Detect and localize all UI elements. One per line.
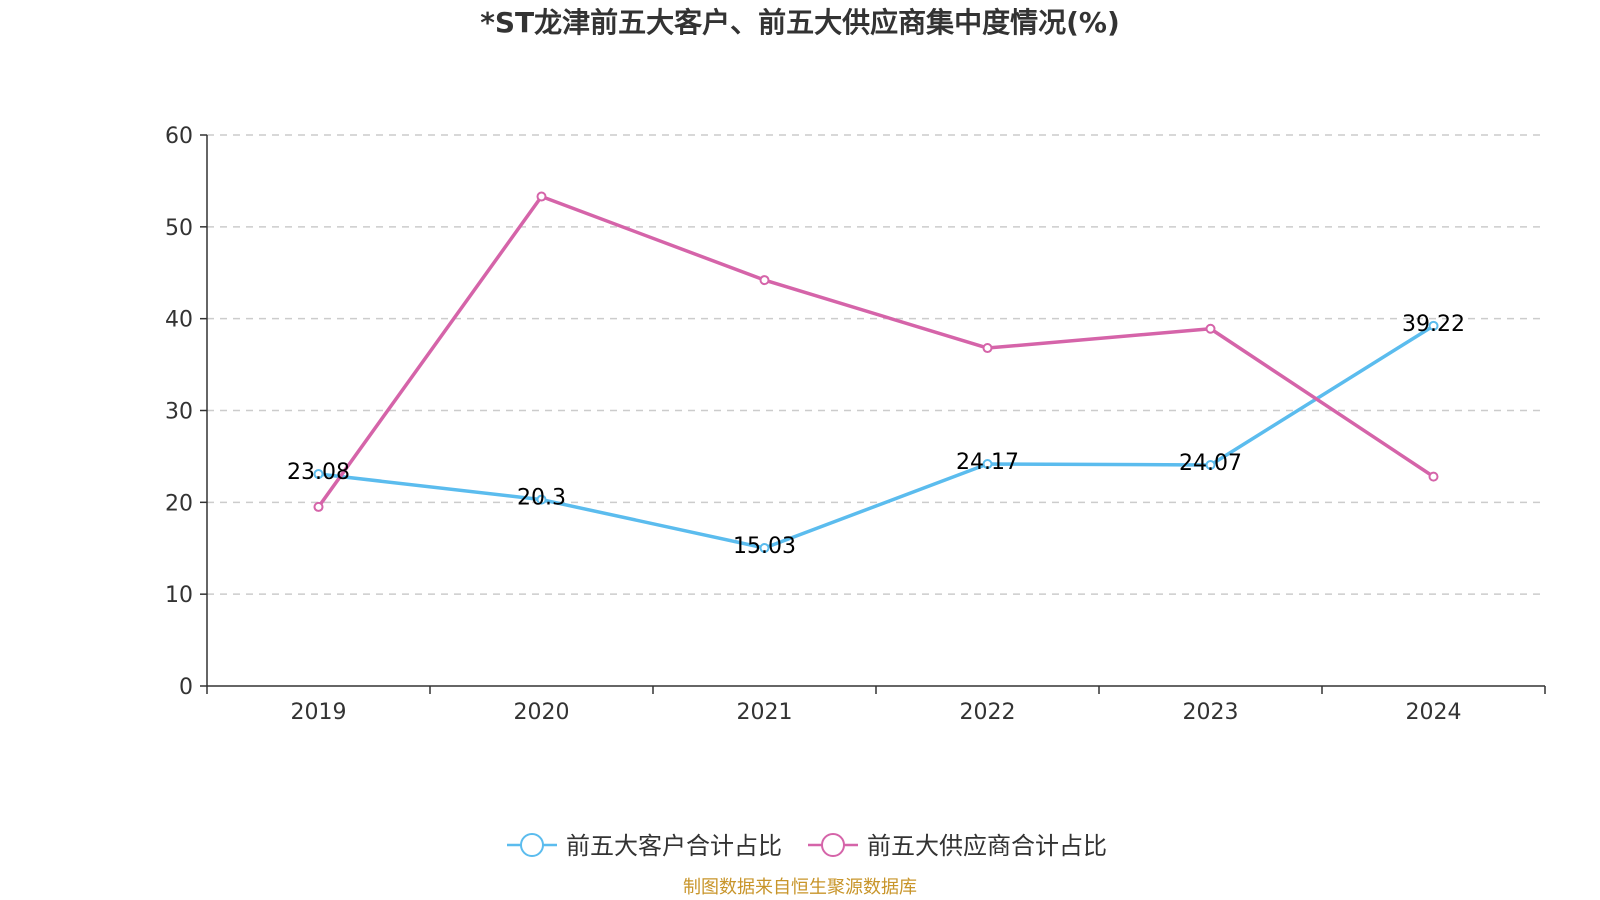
source-note: 制图数据来自恒生聚源数据库 <box>683 877 917 898</box>
legend: 前五大客户合计占比 前五大供应商合计占比 <box>507 832 1107 860</box>
data-point-0-2021 <box>759 542 770 553</box>
y-tick-label-50: 50 <box>165 216 193 241</box>
y-tick-label-40: 40 <box>165 308 193 333</box>
series-line-0 <box>318 324 1435 550</box>
data-point-0-2020 <box>536 494 547 505</box>
data-point-0-2023 <box>1205 459 1216 470</box>
y-tick-label-20: 20 <box>165 491 193 516</box>
grid-lines <box>207 134 1545 595</box>
data-point-1-2023 <box>1205 323 1216 334</box>
data-label-0-2020: 20.3 <box>517 486 566 511</box>
x-tick-label-2023: 2023 <box>1183 700 1239 725</box>
y-tick-label-60: 60 <box>165 124 193 149</box>
x-tick-label-2019: 2019 <box>291 700 347 725</box>
series-line-1 <box>317 194 1435 508</box>
legend-marker-0 <box>520 833 544 857</box>
data-point-1-2021 <box>759 275 770 286</box>
data-point-0-2019 <box>313 469 324 480</box>
data-point-1-2024 <box>1428 471 1439 482</box>
legend-label-1: 前五大供应商合计占比 <box>867 832 1107 860</box>
data-label-0-2021: 15.03 <box>733 534 796 559</box>
data-label-0-2023: 24.07 <box>1179 451 1242 476</box>
data-label-0-2019: 23.08 <box>287 460 350 485</box>
y-tick-label-30: 30 <box>165 400 193 425</box>
legend-marker-1 <box>821 833 845 857</box>
axes: 0 10 20 30 40 50 60 2019 2020 2021 2022 2023 2024 <box>165 124 1546 725</box>
series-group <box>313 191 1439 553</box>
x-tick-label-2020: 2020 <box>514 700 570 725</box>
data-point-1-2020 <box>536 191 547 202</box>
data-label-0-2022: 24.17 <box>956 450 1019 475</box>
data-label-0-2024: 39.22 <box>1402 312 1465 337</box>
chart-title: *ST龙津前五大客户、前五大供应商集中度情况(%) <box>480 6 1120 39</box>
x-tick-label-2021: 2021 <box>737 700 793 725</box>
data-point-1-2022 <box>982 343 993 354</box>
y-tick-label-0: 0 <box>179 675 193 700</box>
legend-label-0: 前五大客户合计占比 <box>566 832 782 860</box>
data-point-0-2024 <box>1428 320 1439 331</box>
x-tick-label-2024: 2024 <box>1406 700 1462 725</box>
y-tick-label-10: 10 <box>165 583 193 608</box>
data-labels: 23.08 20.3 15.03 24.17 24.07 39.22 <box>287 312 1465 559</box>
data-point-0-2022 <box>982 459 993 470</box>
data-point-1-2019 <box>313 501 324 512</box>
x-tick-label-2022: 2022 <box>960 700 1016 725</box>
